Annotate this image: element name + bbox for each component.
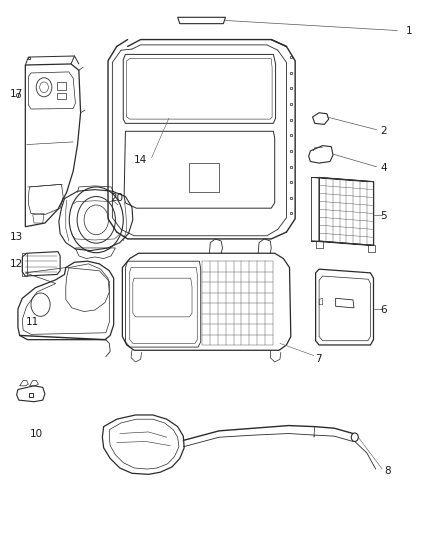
Text: 6: 6 (380, 305, 387, 315)
Text: 20: 20 (110, 192, 124, 203)
Text: 2: 2 (380, 126, 387, 136)
Text: 7: 7 (315, 354, 321, 364)
Text: 13: 13 (10, 232, 23, 243)
Text: 12: 12 (10, 259, 23, 269)
Text: 11: 11 (25, 317, 39, 327)
Text: 4: 4 (380, 164, 387, 173)
Text: 14: 14 (134, 156, 147, 165)
Text: 5: 5 (380, 211, 387, 221)
Text: 10: 10 (30, 429, 43, 439)
Text: 17: 17 (10, 89, 23, 99)
Text: 8: 8 (385, 466, 391, 475)
Text: 1: 1 (406, 26, 413, 36)
